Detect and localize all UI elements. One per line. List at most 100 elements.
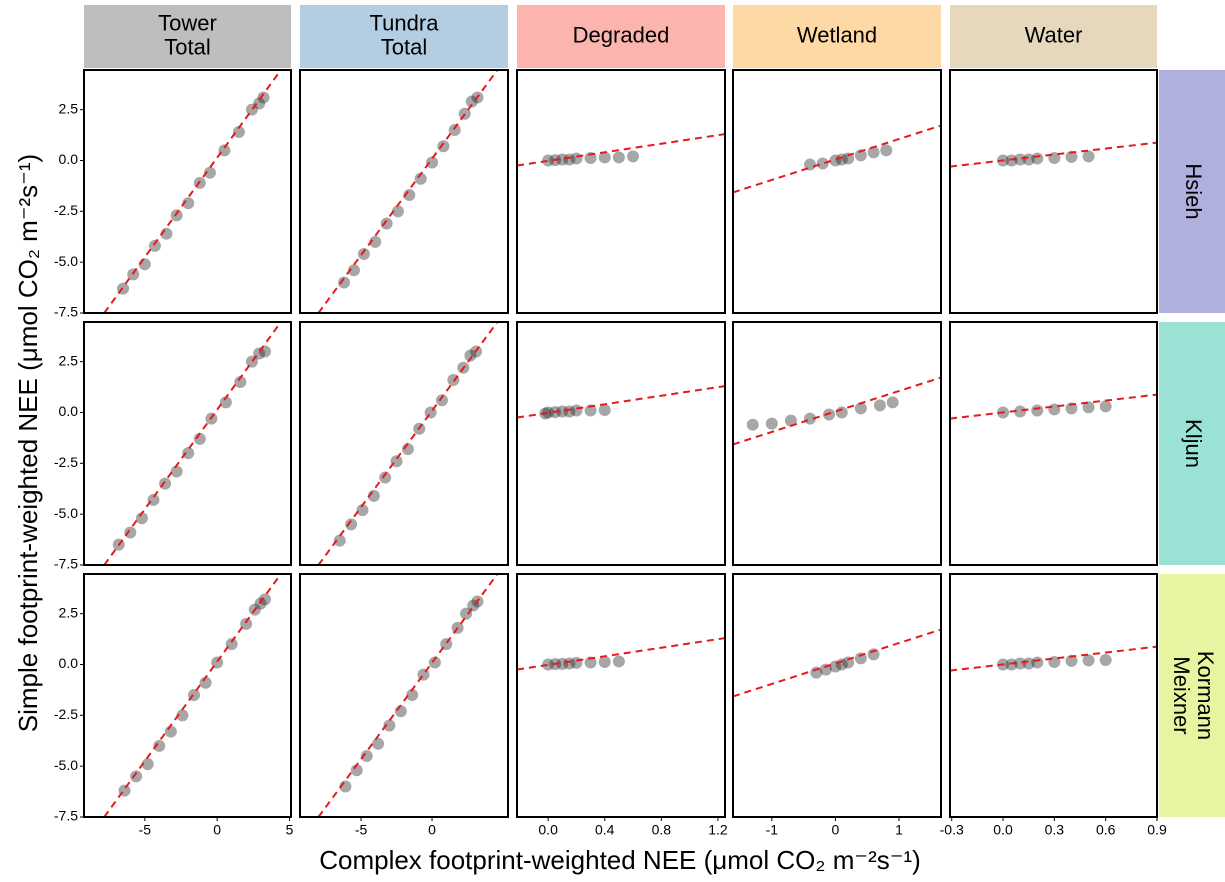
panel-border — [949, 321, 1158, 566]
column-strip — [84, 5, 291, 68]
point — [612, 151, 625, 164]
point — [257, 91, 270, 104]
y-tick-label: -5.0 — [54, 253, 78, 269]
y-tick-label: 2.5 — [59, 352, 79, 368]
point — [1082, 654, 1095, 667]
point — [598, 151, 611, 164]
row-strip-label: Kljun — [1181, 419, 1206, 468]
point — [356, 504, 369, 517]
point — [170, 465, 183, 478]
fit-line — [317, 574, 499, 817]
point — [598, 404, 611, 417]
x-tick-label: -0.3 — [940, 822, 964, 838]
x-tick-label: 0.4 — [595, 822, 615, 838]
panel — [103, 70, 282, 313]
point — [1082, 150, 1095, 163]
column-strip-label: Water — [1025, 22, 1083, 47]
point — [598, 656, 611, 669]
y-tick-label: -2.5 — [54, 454, 78, 470]
point — [1005, 154, 1018, 167]
panel — [950, 141, 1157, 168]
point — [437, 140, 450, 153]
point — [873, 399, 886, 412]
point — [465, 95, 478, 108]
point — [746, 418, 759, 431]
x-tick-label: 5 — [286, 822, 294, 838]
x-tick-label: 0.0 — [993, 822, 1013, 838]
x-tick-label: 1 — [895, 822, 903, 838]
x-tick-label: 0.9 — [1147, 822, 1167, 838]
x-tick-label: -1 — [766, 822, 779, 838]
point — [460, 607, 473, 620]
y-tick-label: 2.5 — [59, 604, 79, 620]
panel-border — [949, 69, 1158, 314]
panel — [517, 637, 725, 671]
panel — [103, 322, 282, 565]
x-tick-label: 0 — [213, 822, 221, 838]
point — [234, 375, 247, 388]
panel-border — [949, 573, 1158, 818]
point — [240, 617, 253, 630]
panel-border — [83, 69, 292, 314]
column-strip-label: Wetland — [797, 22, 877, 47]
point — [464, 349, 477, 362]
fit-line — [733, 376, 941, 446]
point — [383, 719, 396, 732]
point — [854, 652, 867, 665]
column-strip-label: Degraded — [573, 22, 670, 47]
x-tick-label: 0.8 — [652, 822, 672, 838]
panel — [317, 322, 499, 565]
panel-border — [299, 69, 509, 314]
column-strip-label: Total — [164, 34, 210, 59]
panel-border — [516, 69, 726, 314]
point — [570, 152, 583, 165]
point — [124, 526, 137, 539]
x-tick-label: -5 — [355, 822, 368, 838]
panel-border — [516, 321, 726, 566]
fit-line — [950, 141, 1157, 168]
y-tick-label: -7.5 — [54, 304, 78, 320]
point — [556, 657, 569, 670]
point — [1014, 153, 1027, 166]
panel-border — [732, 321, 942, 566]
fit-line — [103, 322, 282, 565]
panel — [733, 124, 941, 194]
y-tick-label: 0.0 — [59, 403, 79, 419]
point — [816, 157, 829, 170]
y-tick-label: -5.0 — [54, 757, 78, 773]
point — [570, 656, 583, 669]
point — [1099, 654, 1112, 667]
point — [211, 656, 224, 669]
point — [765, 417, 778, 430]
column-strip-label: Tundra — [370, 10, 440, 35]
y-tick-label: 0.0 — [59, 151, 79, 167]
panel — [733, 628, 941, 698]
point — [835, 406, 848, 419]
point — [867, 648, 880, 661]
point — [369, 235, 382, 248]
fit-line — [317, 322, 499, 565]
point — [182, 447, 195, 460]
point — [854, 402, 867, 415]
column-strip — [733, 5, 941, 68]
x-tick-label: -5 — [139, 822, 152, 838]
point — [542, 406, 555, 419]
y-tick-label: -5.0 — [54, 505, 78, 521]
panel-border — [299, 573, 509, 818]
point — [784, 414, 797, 427]
point — [347, 264, 360, 277]
y-tick-label: -7.5 — [54, 556, 78, 572]
point — [176, 709, 189, 722]
x-tick-label: 0 — [428, 822, 436, 838]
x-tick-label: 0.3 — [1045, 822, 1065, 838]
point — [854, 149, 867, 162]
point — [1014, 405, 1027, 418]
point — [435, 394, 448, 407]
point — [338, 276, 351, 289]
point — [886, 396, 899, 409]
x-axis-title: Complex footprint-weighted NEE (μmol CO₂… — [319, 845, 921, 875]
point — [148, 239, 161, 252]
point — [360, 749, 373, 762]
